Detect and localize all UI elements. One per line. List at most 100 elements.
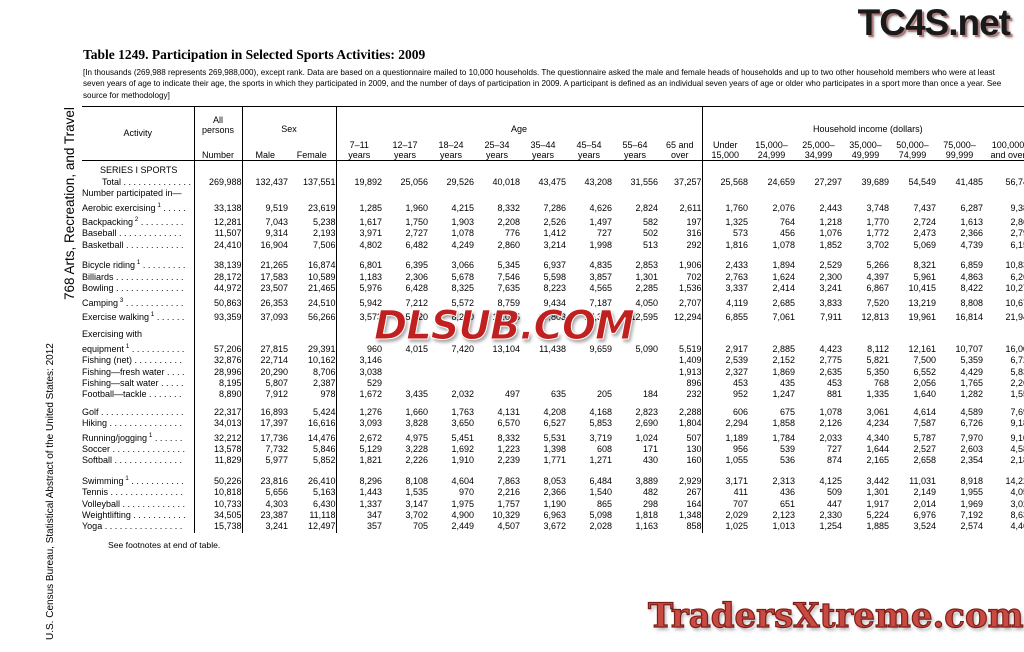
cell-value: 776 [504,228,521,239]
cell-value: 2,853 [635,260,659,271]
cell-value: 2,306 [405,271,429,282]
cell-value: 1,975 [451,498,475,509]
cell-value: 11,118 [288,510,337,522]
cell-value: 502 [642,228,659,239]
cell-value: 2,208 [497,217,521,228]
cell-value: 1,443 [359,487,383,498]
column-header-15: 50,000– 74,999 [889,135,937,162]
cell-value: 1,398 [543,443,567,454]
subhead-label: Number participated in— [82,188,195,200]
cell-empty [566,161,612,177]
cell-value: 10,733 [194,498,243,511]
cell-value: 2,775 [819,355,843,366]
cell-value: 2,165 [866,455,890,466]
cell-value: 727 [596,228,613,239]
cell-value: 858 [658,521,703,533]
cell-value: 2,186 [1010,455,1024,466]
cell-value: 1,553 [1010,389,1024,400]
cell-value: 1,772 [866,228,890,239]
cell-value: 2,285 [635,283,659,294]
header-age: Age [336,106,703,136]
cell-value: 34,505 [194,510,243,522]
cell-empty [336,161,382,177]
cell-value: 1,183 [359,271,383,282]
cell-empty [242,188,288,199]
cell-value [842,329,889,340]
cell-empty [428,161,474,177]
cell-value: 24,410 [194,239,243,252]
cell-value [288,329,337,341]
cell-value: 19,961 [908,311,937,322]
cell-value: 497 [504,389,521,400]
table-row: Soccer . . . . . . . . . . . . . . . 13,5… [82,443,1024,456]
cell-value: 50,863 [194,294,243,309]
cell-empty [336,188,382,199]
cell-value: 10,162 [288,355,337,367]
cell-value: 9,314 [265,228,288,239]
cell-value: 56,740 [1005,176,1024,187]
cell-value: 768 [874,377,890,388]
cell-value: 5,821 [866,355,890,366]
row-label: Backpacking 2 . . . . . . . . . [82,214,195,229]
row-label: Weightlifting . . . . . . . . . . . [82,510,195,522]
cell-value [382,329,428,340]
cell-value: 23,816 [260,475,288,486]
table-row: Baseball . . . . . . . . . . . . . 11,507… [82,228,1024,240]
cell-empty [658,188,703,200]
column-header-10: 65 and over [658,135,703,162]
spacer-row [82,251,1024,258]
cell-value: 2,032 [451,389,475,400]
cell-value: 8,759 [497,297,521,308]
cell-empty [889,188,936,199]
cell-value: 4,303 [265,498,288,509]
cell-value: 2,724 [913,217,937,228]
cell-value: 881 [827,389,843,400]
cell-value: 1,960 [405,202,429,213]
cell-value: 57,206 [194,340,243,356]
row-label: Hiking . . . . . . . . . . . . . . . [82,418,195,430]
cell-value: 4,863 [960,271,984,282]
cell-value: 8,631 [1010,510,1024,521]
cell-value: 3,702 [405,510,429,521]
cell-value: 6,867 [866,283,890,294]
cell-value: 707 [733,498,749,509]
cell-empty [82,466,195,473]
cell-value: 3,748 [866,202,890,213]
cell-value [194,329,243,341]
cell-empty [194,160,243,177]
cell-empty [889,161,936,177]
row-label: Basketball . . . . . . . . . . . . [82,239,195,252]
cell-value: 17,583 [260,271,288,282]
cell-empty [520,188,566,199]
cell-value: 7,693 [1010,406,1024,417]
cell-value: 5,787 [913,432,937,443]
column-header-6: 25–34 years [474,135,521,162]
cell-value: 2,300 [819,271,843,282]
row-label: Aerobic exercising 1 . . . . . [82,199,195,215]
cell-value: 2,917 [725,343,749,354]
cell-value: 1,955 [960,487,984,498]
column-header-8: 45–54 years [566,135,613,162]
table-row: Running/jogging 1 . . . . . . 32,212 17,73… [82,429,1024,444]
cell-value: 4,835 [589,260,613,271]
cell-value: 539 [780,443,796,454]
cell-value: 1,254 [819,521,843,532]
cell-value: 896 [658,377,703,390]
cell-value: 10,589 [288,271,337,284]
cell-value: 5,163 [288,487,337,499]
cell-value: 2,635 [819,366,843,377]
cell-value: 1,869 [772,366,796,377]
cell-value: 2,791 [1010,228,1024,239]
cell-value: 7,061 [772,311,796,322]
column-header-3: 7–11 years [336,135,383,162]
cell-value: 2,707 [658,294,703,309]
cell-value: 2,239 [497,455,521,466]
header-all-persons: All persons [194,106,243,136]
cell-value: 10,837 [1005,260,1024,271]
cell-value: 1,770 [866,217,890,228]
cell-value: 20,290 [260,366,288,377]
cell-value: 651 [780,498,796,509]
cell-empty [702,161,748,177]
cell-value [336,329,382,340]
cell-value: 4,249 [451,239,475,250]
